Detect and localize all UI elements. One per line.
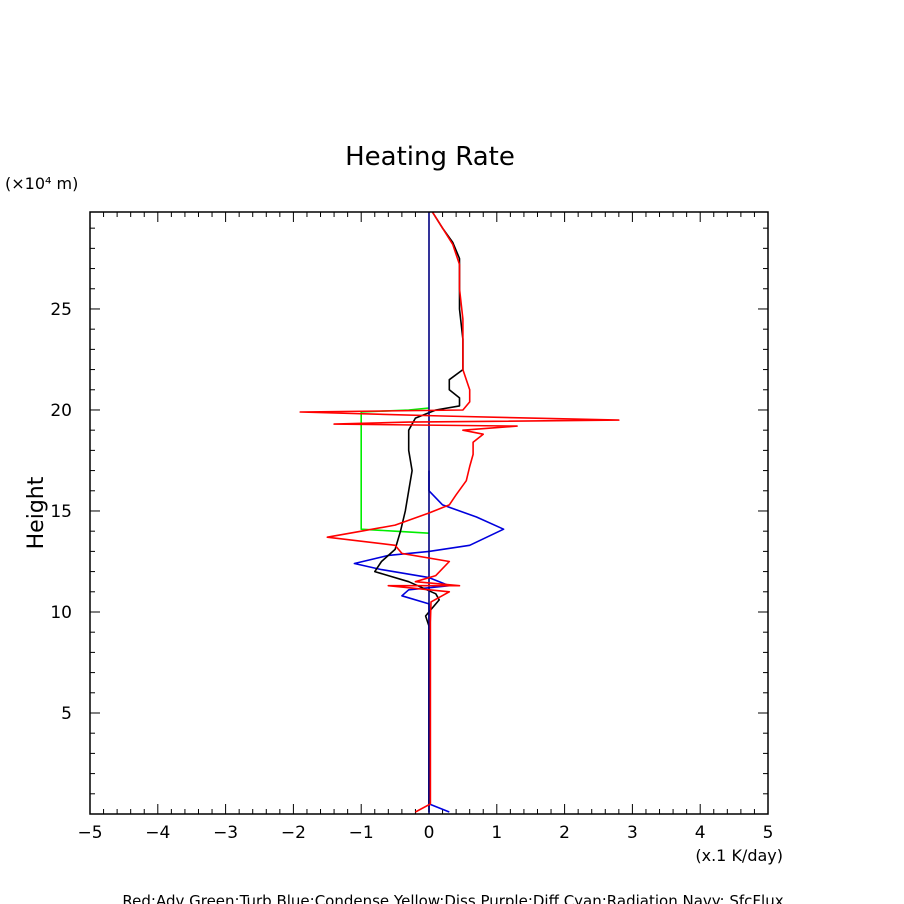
x-tick-label: 5: [763, 823, 774, 843]
x-tick-label: 1: [491, 823, 502, 843]
series-lines: [299, 211, 620, 814]
x-tick-labels: −5 −4 −3 −2 −1 0 1 2 3 4 5: [77, 823, 773, 843]
plot-frame: [89, 211, 769, 815]
y-tick-label: 20: [50, 401, 72, 421]
series-line-red-adv: [299, 211, 620, 813]
y-tick-label: 10: [50, 603, 72, 623]
x-tick-label: 4: [695, 823, 706, 843]
x-tick-label: −1: [349, 823, 374, 843]
legend-text: Red:Adv Green:Turb Blue:Condense Yellow:…: [122, 892, 783, 904]
y-tick-label: 15: [50, 502, 72, 522]
x-unit-label: (x.1 K/day): [695, 846, 783, 865]
y-tick-labels: 5 10 15 20 25: [50, 300, 72, 724]
series-line-green-turb: [360, 407, 430, 534]
tick-marks: [89, 212, 769, 814]
x-tick-label: 2: [559, 823, 570, 843]
x-tick-label: 0: [424, 823, 435, 843]
x-tick-label: −5: [77, 823, 102, 843]
x-tick-label: −2: [281, 823, 306, 843]
series-line-blue-condense: [353, 470, 505, 813]
x-tick-label: −3: [213, 823, 238, 843]
y-axis-label: Height: [24, 476, 49, 549]
x-tick-label: −4: [145, 823, 170, 843]
series-line-total: [373, 211, 464, 812]
y-unit-label: (×10⁴ m): [5, 174, 78, 193]
y-tick-label: 25: [50, 300, 72, 320]
x-tick-label: 3: [627, 823, 638, 843]
y-tick-label: 5: [61, 704, 72, 724]
chart-title: Heating Rate: [345, 142, 515, 172]
